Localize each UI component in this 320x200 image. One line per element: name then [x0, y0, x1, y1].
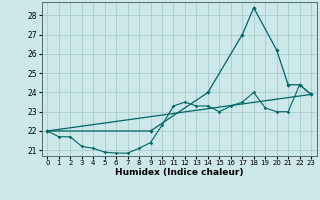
X-axis label: Humidex (Indice chaleur): Humidex (Indice chaleur)	[115, 168, 244, 177]
